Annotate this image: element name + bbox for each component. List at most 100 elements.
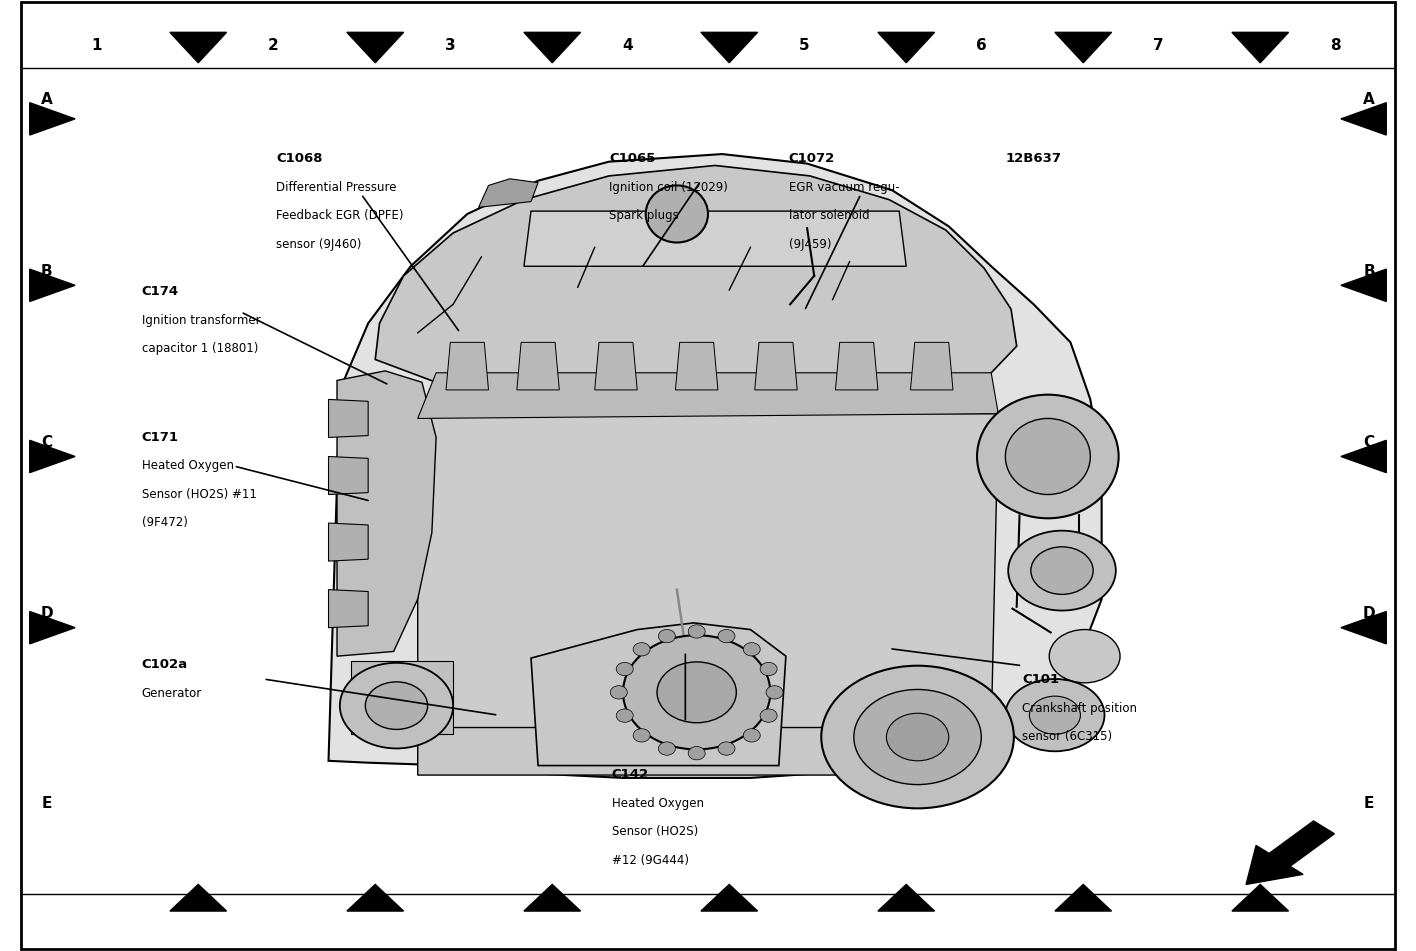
Polygon shape bbox=[531, 623, 786, 766]
Text: Ignition coil (12029): Ignition coil (12029) bbox=[609, 181, 728, 194]
Polygon shape bbox=[1055, 884, 1112, 911]
Text: EGR vacuum regu-: EGR vacuum regu- bbox=[789, 181, 899, 194]
Polygon shape bbox=[418, 414, 998, 732]
Text: Spark plugs: Spark plugs bbox=[609, 209, 678, 223]
Ellipse shape bbox=[623, 635, 770, 749]
Polygon shape bbox=[170, 32, 227, 63]
Ellipse shape bbox=[646, 185, 708, 243]
Polygon shape bbox=[418, 728, 927, 775]
Text: Sensor (HO2S): Sensor (HO2S) bbox=[612, 825, 698, 839]
Ellipse shape bbox=[610, 686, 627, 699]
Polygon shape bbox=[446, 342, 489, 390]
Ellipse shape bbox=[760, 708, 777, 722]
Polygon shape bbox=[347, 32, 404, 63]
Text: capacitor 1 (18801): capacitor 1 (18801) bbox=[142, 342, 258, 356]
Ellipse shape bbox=[821, 666, 1014, 808]
Polygon shape bbox=[337, 371, 436, 656]
Text: Heated Oxygen: Heated Oxygen bbox=[612, 797, 704, 810]
Polygon shape bbox=[755, 342, 797, 390]
Ellipse shape bbox=[760, 663, 777, 676]
Polygon shape bbox=[835, 342, 878, 390]
Ellipse shape bbox=[340, 663, 453, 748]
Ellipse shape bbox=[616, 663, 633, 676]
Ellipse shape bbox=[1005, 418, 1090, 495]
Text: C1072: C1072 bbox=[789, 152, 835, 165]
Ellipse shape bbox=[633, 728, 650, 742]
Ellipse shape bbox=[658, 630, 675, 643]
Polygon shape bbox=[701, 884, 758, 911]
Text: 6: 6 bbox=[976, 38, 987, 53]
Polygon shape bbox=[878, 32, 935, 63]
Text: C102a: C102a bbox=[142, 658, 188, 671]
Text: B: B bbox=[1364, 263, 1375, 279]
Polygon shape bbox=[329, 154, 1102, 778]
Polygon shape bbox=[347, 884, 404, 911]
Polygon shape bbox=[30, 611, 75, 644]
FancyArrow shape bbox=[1246, 821, 1334, 884]
Polygon shape bbox=[524, 32, 581, 63]
Polygon shape bbox=[351, 661, 453, 734]
Polygon shape bbox=[517, 342, 559, 390]
Polygon shape bbox=[524, 884, 581, 911]
Ellipse shape bbox=[688, 625, 705, 638]
Polygon shape bbox=[170, 884, 227, 911]
Text: 1: 1 bbox=[91, 38, 102, 53]
Polygon shape bbox=[375, 165, 1017, 399]
Polygon shape bbox=[1232, 884, 1289, 911]
Polygon shape bbox=[701, 32, 758, 63]
Ellipse shape bbox=[718, 630, 735, 643]
Polygon shape bbox=[1341, 440, 1386, 473]
Text: Crankshaft position: Crankshaft position bbox=[1022, 702, 1137, 715]
Ellipse shape bbox=[1049, 630, 1120, 683]
Text: A: A bbox=[1364, 92, 1375, 107]
Ellipse shape bbox=[1008, 531, 1116, 611]
Polygon shape bbox=[1341, 269, 1386, 301]
Text: A: A bbox=[41, 92, 52, 107]
Polygon shape bbox=[30, 269, 75, 301]
Text: Feedback EGR (DPFE): Feedback EGR (DPFE) bbox=[276, 209, 404, 223]
Text: sensor (9J460): sensor (9J460) bbox=[276, 238, 361, 251]
Text: 4: 4 bbox=[622, 38, 633, 53]
Text: #12 (9G444): #12 (9G444) bbox=[612, 854, 688, 867]
Text: 5: 5 bbox=[799, 38, 810, 53]
Polygon shape bbox=[418, 373, 998, 418]
Text: B: B bbox=[41, 263, 52, 279]
Ellipse shape bbox=[688, 747, 705, 760]
Polygon shape bbox=[675, 342, 718, 390]
Ellipse shape bbox=[1031, 547, 1093, 594]
Ellipse shape bbox=[854, 689, 981, 785]
Polygon shape bbox=[30, 440, 75, 473]
Text: C1065: C1065 bbox=[609, 152, 656, 165]
Text: C1068: C1068 bbox=[276, 152, 323, 165]
Text: sensor (6C315): sensor (6C315) bbox=[1022, 730, 1113, 744]
Text: 3: 3 bbox=[445, 38, 456, 53]
Polygon shape bbox=[479, 179, 538, 207]
Polygon shape bbox=[1232, 32, 1289, 63]
Text: (9J459): (9J459) bbox=[789, 238, 831, 251]
Ellipse shape bbox=[743, 728, 760, 742]
Polygon shape bbox=[329, 523, 368, 561]
Polygon shape bbox=[910, 342, 953, 390]
Polygon shape bbox=[329, 456, 368, 495]
Text: C: C bbox=[41, 435, 52, 450]
Text: 8: 8 bbox=[1330, 38, 1341, 53]
Ellipse shape bbox=[743, 643, 760, 656]
Ellipse shape bbox=[766, 686, 783, 699]
Text: C171: C171 bbox=[142, 431, 178, 444]
Text: Ignition transformer: Ignition transformer bbox=[142, 314, 261, 327]
Text: Heated Oxygen: Heated Oxygen bbox=[142, 459, 234, 473]
Ellipse shape bbox=[886, 713, 949, 761]
Text: C174: C174 bbox=[142, 285, 178, 299]
Polygon shape bbox=[329, 590, 368, 628]
Polygon shape bbox=[1055, 32, 1112, 63]
Text: Generator: Generator bbox=[142, 687, 202, 700]
Text: E: E bbox=[41, 796, 52, 811]
Ellipse shape bbox=[616, 708, 633, 722]
Ellipse shape bbox=[658, 742, 675, 755]
Polygon shape bbox=[524, 211, 906, 266]
Ellipse shape bbox=[1029, 696, 1080, 734]
Text: D: D bbox=[1364, 606, 1375, 621]
Text: Sensor (HO2S) #11: Sensor (HO2S) #11 bbox=[142, 488, 256, 501]
Ellipse shape bbox=[977, 395, 1119, 518]
Text: 12B637: 12B637 bbox=[1005, 152, 1062, 165]
